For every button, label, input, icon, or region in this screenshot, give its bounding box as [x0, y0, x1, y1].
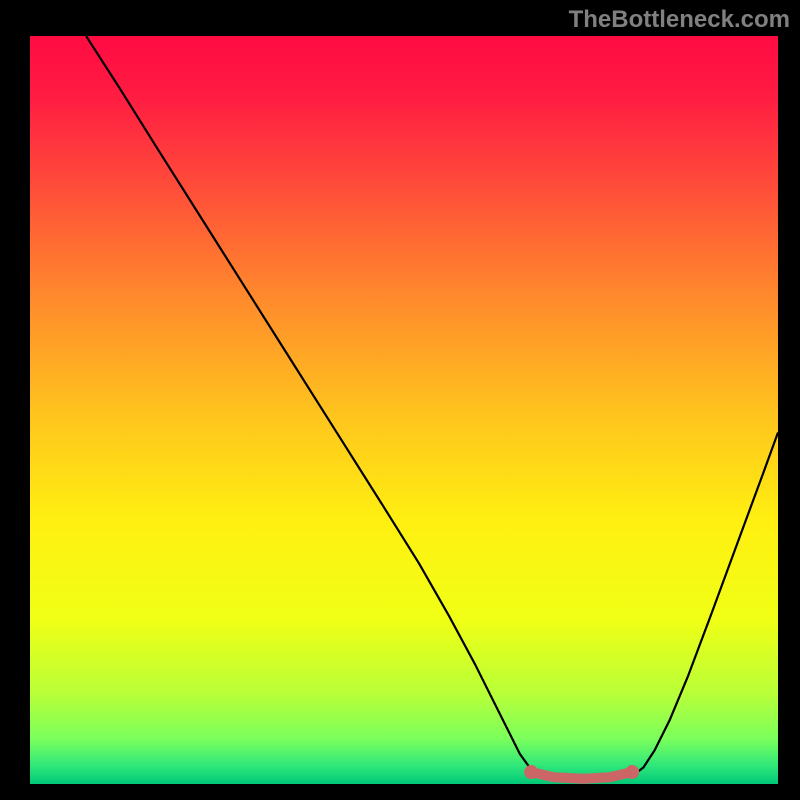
- watermark-text: TheBottleneck.com: [569, 6, 790, 34]
- bottom-segment-endcap-right: [625, 765, 639, 779]
- plot-area: [30, 36, 778, 784]
- v-curve: [86, 36, 778, 777]
- bottom-segment-endcap-left: [524, 765, 538, 779]
- bottom-segment-line: [531, 772, 632, 779]
- curve-layer: [30, 36, 778, 784]
